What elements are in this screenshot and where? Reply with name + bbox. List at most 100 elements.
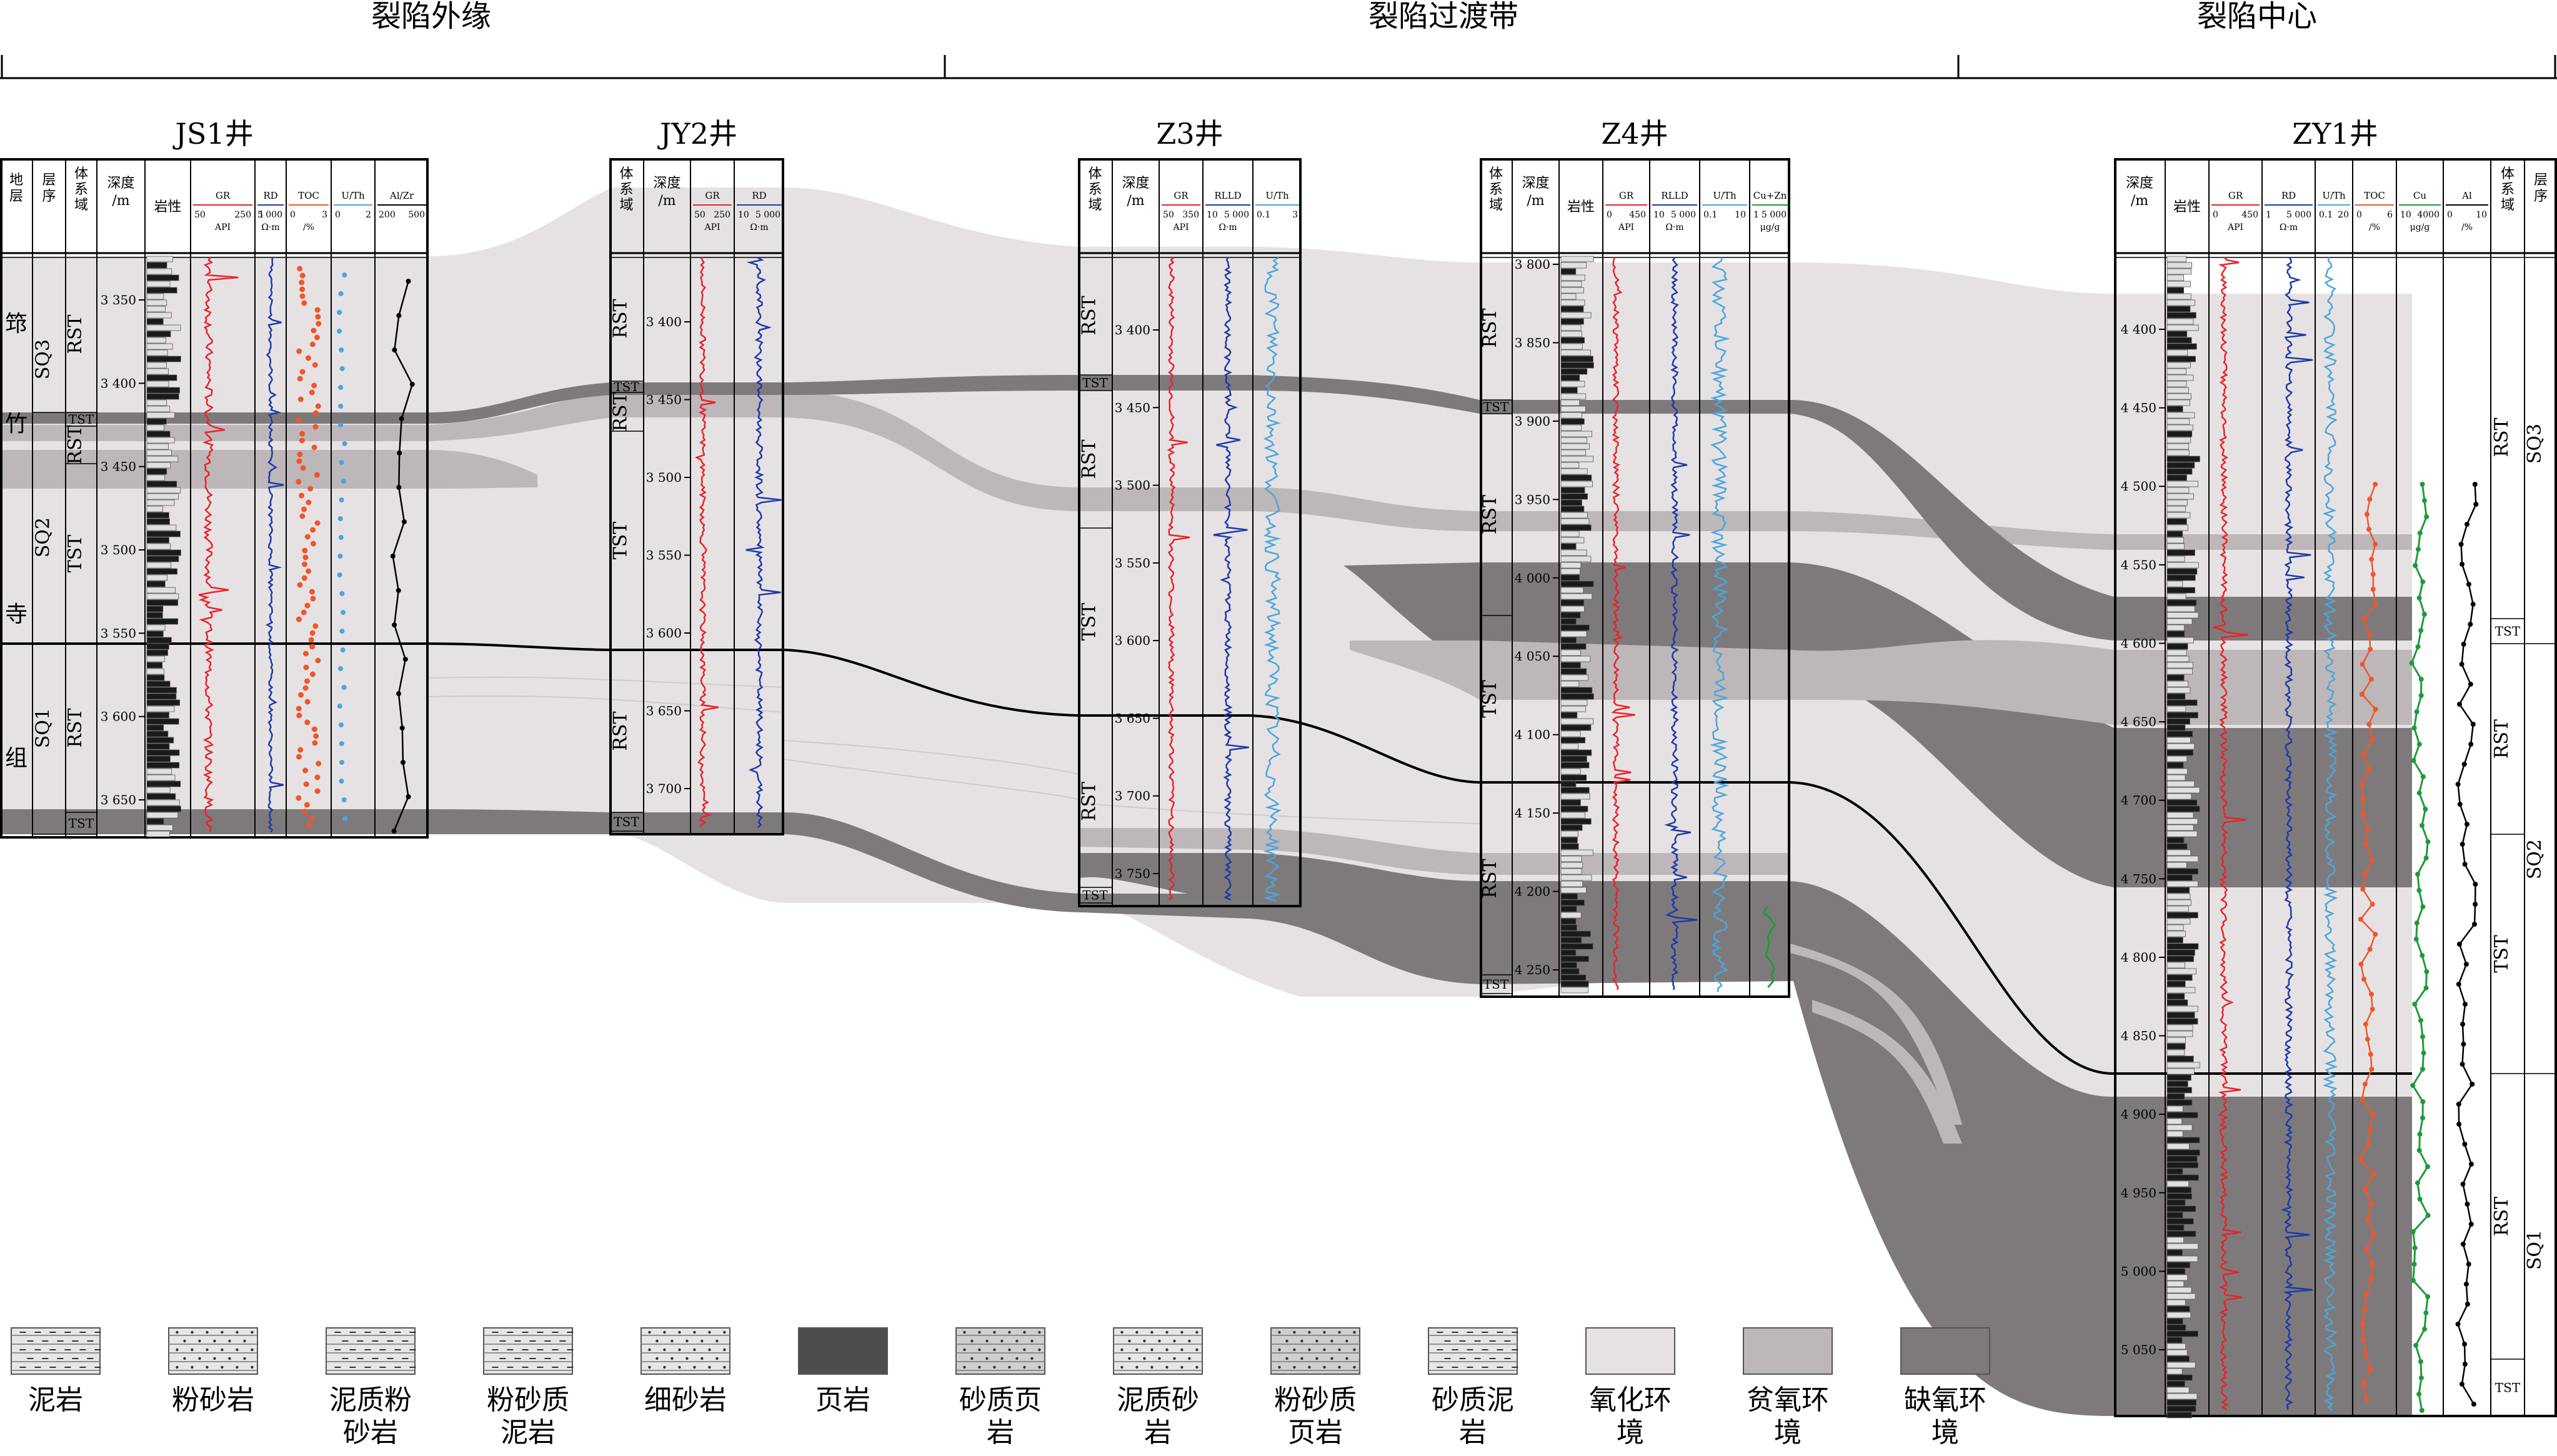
lithology-bed bbox=[1560, 593, 1593, 600]
lithology-bed bbox=[146, 737, 174, 744]
lithology-bed bbox=[2166, 468, 2193, 475]
legend-dot bbox=[1180, 1365, 1184, 1369]
legend-dot bbox=[221, 1365, 224, 1369]
legend-label: 砂质页 bbox=[959, 1384, 1042, 1416]
lithology-bed bbox=[2166, 962, 2185, 969]
lithology-bed bbox=[1560, 531, 1580, 537]
legend-label: 砂岩 bbox=[343, 1417, 398, 1449]
legend-dot bbox=[670, 1339, 674, 1343]
lithology-bed bbox=[2166, 830, 2198, 837]
uth-point bbox=[340, 647, 346, 652]
legend-dot bbox=[251, 1365, 254, 1369]
tract-label: TST bbox=[69, 412, 94, 427]
tract-label: RST bbox=[1479, 308, 1501, 347]
lithology-bed bbox=[2166, 637, 2194, 644]
depth-tick-label: 3 450 bbox=[101, 459, 136, 474]
lithology-bed bbox=[1560, 743, 1578, 750]
legend-label: 境 bbox=[1774, 1417, 1802, 1449]
lithology-bed bbox=[1560, 943, 1593, 950]
uth-point bbox=[337, 666, 343, 671]
lithology-bed bbox=[146, 787, 171, 794]
legend-dot bbox=[1308, 1348, 1311, 1352]
lithology-bed bbox=[2166, 899, 2191, 906]
lithology-bed bbox=[2166, 537, 2185, 544]
sequence-label: SQ2 bbox=[32, 517, 54, 557]
column-header: RLLD 10 5 000 Ω·m bbox=[1652, 190, 1697, 232]
uth-point bbox=[338, 535, 344, 540]
toc-point bbox=[315, 403, 321, 409]
toc-point bbox=[300, 465, 306, 471]
legend-dot bbox=[1188, 1357, 1191, 1360]
lithology-bed bbox=[2166, 743, 2195, 750]
legend-dot bbox=[1173, 1339, 1176, 1343]
lithology-bed bbox=[2166, 1399, 2197, 1406]
column-header: 岩性 bbox=[2173, 199, 2201, 215]
column-header-label: RD bbox=[752, 190, 766, 201]
lithology-bed bbox=[2166, 462, 2195, 469]
column-header: 深度/m bbox=[2126, 176, 2153, 209]
column-header: U/Th0 2 bbox=[334, 190, 372, 220]
column-header: U/Th 0.1 20 bbox=[2318, 190, 2350, 220]
legend-label: 砂质泥 bbox=[1432, 1384, 1514, 1416]
legend-dot bbox=[1173, 1357, 1176, 1360]
column-header-label: GR bbox=[705, 190, 720, 201]
legend-dot bbox=[993, 1348, 996, 1352]
legend-dot bbox=[251, 1348, 254, 1352]
lithology-bed bbox=[1560, 631, 1587, 637]
lithology-bed bbox=[146, 537, 169, 544]
lithology-bed bbox=[146, 274, 179, 281]
legend-dot bbox=[1285, 1357, 1288, 1360]
legend-dot bbox=[1293, 1330, 1296, 1334]
scale-max: 5 000 bbox=[257, 210, 282, 220]
lithology-bed bbox=[2166, 1087, 2192, 1094]
column-header: RD 1 5 000 Ω·m bbox=[2265, 190, 2313, 232]
legend-dot bbox=[985, 1357, 989, 1360]
toc-point bbox=[299, 279, 305, 286]
legend-label: 贫氧环 bbox=[1747, 1384, 1829, 1416]
uth-point bbox=[337, 329, 342, 334]
legend-dot bbox=[1330, 1357, 1333, 1360]
lithology-bed bbox=[146, 668, 164, 675]
anoxic-band-base bbox=[0, 809, 1790, 984]
toc-point bbox=[298, 692, 304, 698]
legend-dot bbox=[1135, 1348, 1139, 1352]
scale-min: 0 bbox=[2213, 210, 2218, 220]
toc-point bbox=[314, 520, 321, 526]
lithology-bed bbox=[1560, 787, 1590, 794]
depth-tick-label: 3 900 bbox=[1515, 414, 1550, 429]
legend-dot bbox=[1120, 1348, 1124, 1352]
tract-label: RST bbox=[64, 425, 86, 464]
column-header-label: 深度 bbox=[1522, 176, 1549, 191]
tract-label: TST bbox=[614, 379, 639, 394]
legend-label: 氧化环 bbox=[1589, 1384, 1672, 1416]
toc-point bbox=[297, 376, 303, 382]
column-header: 深度/m bbox=[107, 176, 134, 209]
well-frame bbox=[609, 158, 784, 835]
well-frame bbox=[1078, 158, 1302, 907]
lithology-bed bbox=[2166, 1112, 2198, 1119]
column-header-label: Cu bbox=[2413, 190, 2426, 201]
toc-point bbox=[308, 637, 314, 643]
lithology-bed bbox=[2166, 474, 2187, 481]
column-header-label-char: 体 bbox=[619, 166, 633, 182]
depth-tick-label: 3 650 bbox=[1115, 711, 1150, 726]
tract-label: RST bbox=[1079, 296, 1100, 335]
legend-dot bbox=[1308, 1330, 1311, 1334]
legend-label: 泥质粉 bbox=[329, 1384, 412, 1416]
scale-max: 450 bbox=[1629, 210, 1646, 220]
gr-curve bbox=[1167, 257, 1190, 900]
lithology-bed bbox=[146, 406, 171, 412]
legend-item-siltstone: 粉砂岩 bbox=[168, 1327, 258, 1416]
lithology-bed bbox=[1560, 406, 1586, 412]
toc-point bbox=[315, 314, 321, 320]
lithology-bed bbox=[146, 624, 166, 631]
lithology-bed bbox=[2166, 574, 2196, 581]
legend-dot bbox=[1120, 1365, 1124, 1369]
legend-dot bbox=[978, 1365, 981, 1369]
tract-label: TST bbox=[1082, 376, 1108, 391]
well-title: JY2井 bbox=[657, 117, 737, 151]
legend-swatch-argillaceous-sandstone bbox=[1113, 1327, 1203, 1375]
column-header: U/Th 0.1 10 bbox=[1702, 190, 1747, 220]
column-header-label: Al/Zr bbox=[389, 190, 414, 201]
lithology-bed bbox=[1560, 606, 1585, 612]
